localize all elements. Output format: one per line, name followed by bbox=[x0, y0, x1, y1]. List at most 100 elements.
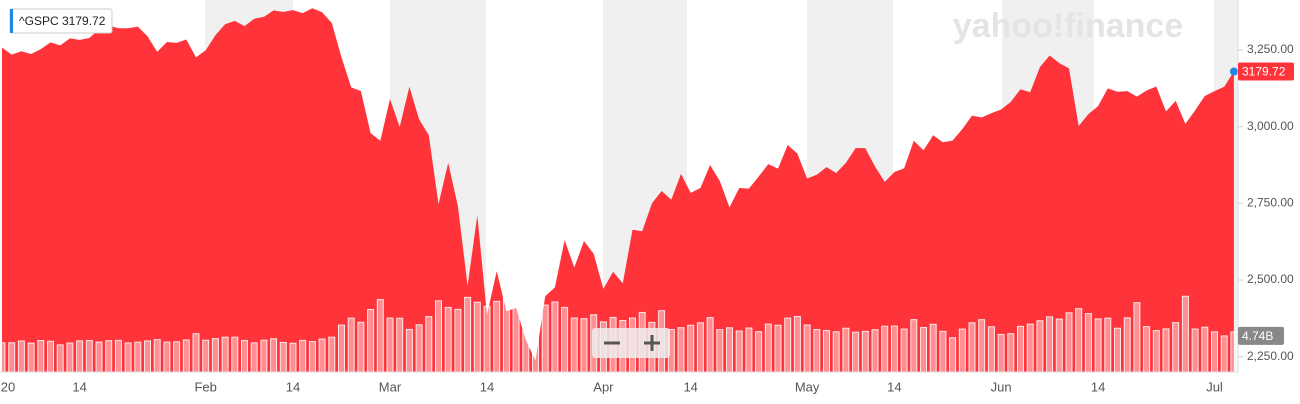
volume-bar bbox=[968, 322, 976, 373]
x-tick-label: 14 bbox=[1091, 379, 1105, 394]
x-tick-label: Feb bbox=[194, 379, 216, 394]
volume-bar bbox=[522, 294, 530, 373]
volume-bar bbox=[444, 306, 452, 373]
volume-bar bbox=[17, 340, 25, 373]
volume-bar bbox=[483, 305, 491, 373]
volume-bar bbox=[144, 340, 151, 373]
volume-bar bbox=[1075, 308, 1083, 373]
volume-bar bbox=[1201, 326, 1209, 373]
y-tick-label: 2,250.00 bbox=[1247, 349, 1294, 363]
y-tick-label: 2,500.00 bbox=[1247, 272, 1294, 286]
volume-bar bbox=[832, 331, 840, 373]
volume-bar bbox=[105, 340, 113, 373]
volume-bar bbox=[561, 306, 569, 373]
volume-bar bbox=[357, 321, 365, 373]
volume-bar bbox=[95, 341, 103, 373]
volume-bar bbox=[920, 327, 927, 373]
volume-bar bbox=[1230, 331, 1238, 373]
volume-bar bbox=[813, 329, 821, 373]
volume-bar bbox=[929, 323, 937, 373]
zoom-controls[interactable] bbox=[592, 328, 670, 358]
volume-bar bbox=[192, 333, 200, 373]
volume-bar bbox=[231, 336, 239, 373]
volume-bar bbox=[1046, 316, 1054, 373]
price-label: 3179.72 bbox=[1242, 65, 1286, 79]
volume-bar bbox=[958, 328, 966, 373]
volume-bar bbox=[47, 340, 54, 373]
volume-bar bbox=[114, 339, 122, 373]
y-tick-label: 3,250.00 bbox=[1247, 42, 1294, 56]
volume-bar bbox=[124, 342, 132, 373]
volume-bar bbox=[134, 341, 142, 373]
volume-bar bbox=[745, 327, 753, 373]
volume-bar bbox=[1065, 312, 1073, 373]
volume-bar bbox=[793, 315, 801, 373]
legend: ^GSPC 3179.72 bbox=[9, 8, 113, 34]
x-tick-label: Apr bbox=[593, 379, 614, 394]
volume-bar bbox=[735, 330, 743, 373]
volume-bar bbox=[27, 342, 35, 373]
volume-bar bbox=[1152, 330, 1160, 373]
volume-bar bbox=[726, 327, 733, 373]
volume-bar bbox=[512, 304, 520, 373]
volume-bar bbox=[978, 319, 986, 373]
volume-bar bbox=[8, 342, 16, 373]
y-tick-label: 2,750.00 bbox=[1247, 195, 1294, 209]
volume-bar bbox=[328, 336, 336, 373]
legend-name: ^GSPC bbox=[19, 14, 59, 28]
volume-bar bbox=[716, 329, 724, 373]
volume-bar bbox=[551, 301, 559, 373]
volume-bar bbox=[687, 324, 695, 373]
volume-bar bbox=[76, 340, 84, 373]
volume-bar bbox=[56, 344, 64, 373]
volume-bar bbox=[852, 331, 860, 373]
volume-bar bbox=[299, 339, 307, 373]
volume-bar bbox=[755, 331, 763, 373]
volume-bar bbox=[396, 317, 404, 373]
volume-bar bbox=[1017, 325, 1024, 373]
volume-bar bbox=[279, 341, 287, 373]
volume-bar bbox=[386, 317, 394, 373]
volume-bar bbox=[435, 300, 442, 373]
volume-bar bbox=[890, 325, 898, 373]
volume-bar bbox=[289, 342, 297, 373]
volume-bar bbox=[823, 329, 830, 373]
volume-bar bbox=[1162, 328, 1170, 373]
volume-bar bbox=[502, 297, 510, 373]
legend-value: 3179.72 bbox=[62, 14, 106, 28]
volume-bar bbox=[425, 316, 433, 373]
volume-bar bbox=[861, 330, 869, 373]
volume-bar bbox=[318, 338, 326, 373]
volume-bar bbox=[997, 333, 1005, 373]
y-tick-label: 3,000.00 bbox=[1247, 119, 1294, 133]
volume-bar bbox=[0, 342, 6, 373]
volume-bar bbox=[202, 339, 210, 373]
volume-bar bbox=[338, 324, 345, 373]
volume-bar bbox=[939, 330, 947, 373]
x-tick-label: 14 bbox=[683, 379, 697, 394]
volume-bar bbox=[987, 326, 995, 373]
volume-bar bbox=[842, 327, 850, 373]
volume-bar bbox=[241, 339, 248, 373]
x-tick-label: 14 bbox=[480, 379, 494, 394]
volume-bar bbox=[1133, 302, 1141, 373]
x-tick-label: 14 bbox=[887, 379, 901, 394]
volume-bar bbox=[541, 304, 549, 373]
volume-bar bbox=[1104, 317, 1112, 373]
volume-bar bbox=[570, 317, 578, 373]
volume-bar bbox=[677, 327, 685, 373]
volume-bar bbox=[871, 329, 879, 373]
volume-bar bbox=[464, 296, 472, 373]
volume-bar bbox=[260, 339, 268, 373]
volume-label-box bbox=[1238, 326, 1284, 345]
x-tick-label: May bbox=[795, 379, 820, 394]
volume-bar bbox=[532, 308, 539, 373]
last-point bbox=[1229, 67, 1238, 76]
volume-bar bbox=[1036, 320, 1044, 373]
volume-bar bbox=[1181, 295, 1189, 373]
x-tick-label: 14 bbox=[72, 379, 86, 394]
x-tick-label: Jul bbox=[1206, 379, 1223, 394]
x-tick-label: 14 bbox=[286, 379, 300, 394]
